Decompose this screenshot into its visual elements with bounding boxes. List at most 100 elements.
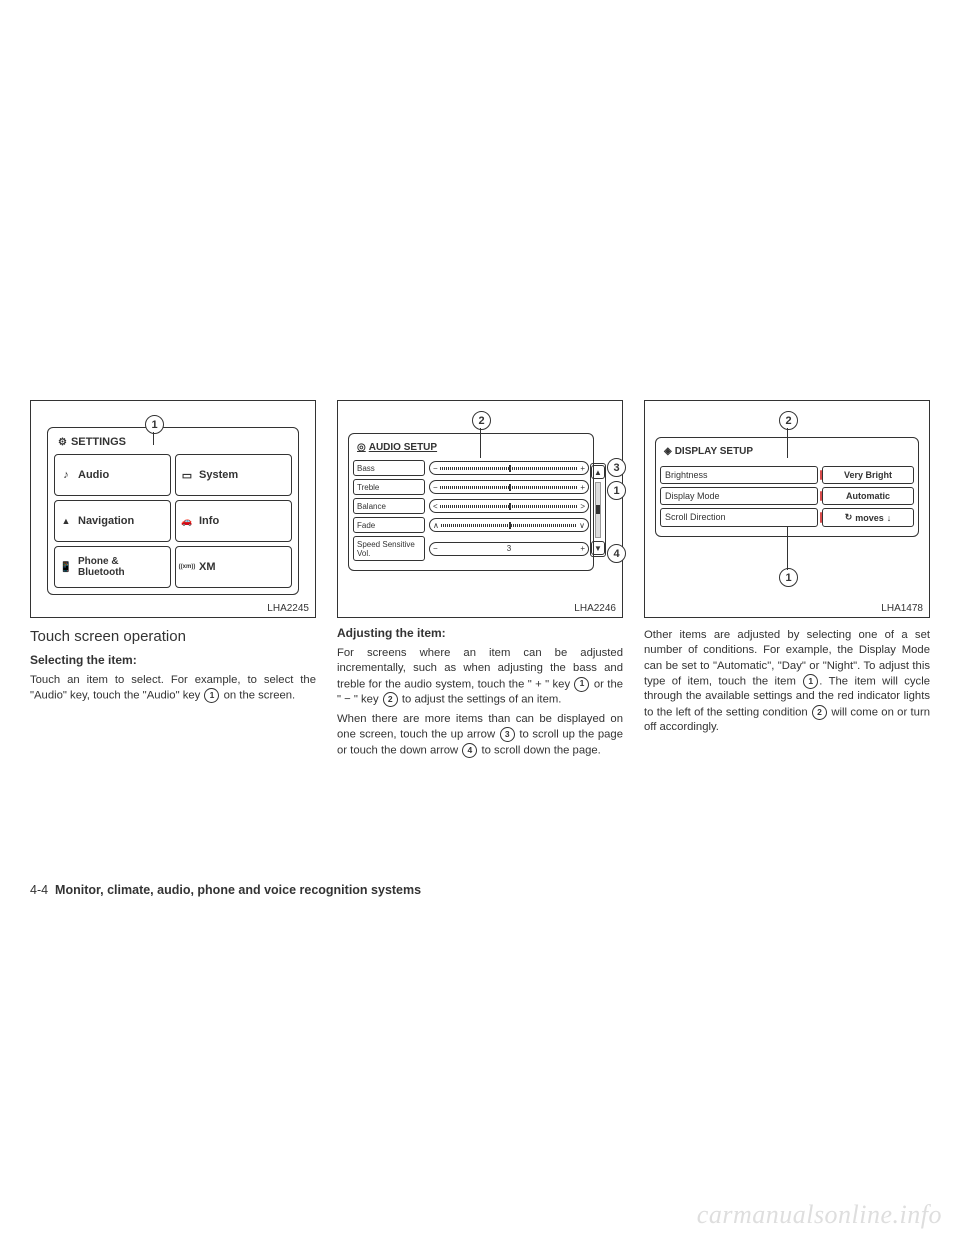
- scroll-track: [595, 482, 601, 538]
- setting-value: Automatic: [822, 487, 914, 505]
- slider-row: Speed Sensitive Vol.−3+: [353, 536, 589, 561]
- settings-button: Phone &Bluetooth: [54, 546, 171, 588]
- button-label: Navigation: [78, 515, 134, 527]
- slider-row: Treble−+: [353, 479, 589, 495]
- button-label: Audio: [78, 469, 109, 481]
- slider-label: Fade: [353, 517, 425, 533]
- inline-callout-4: 4: [462, 743, 477, 758]
- column-3: 2 1 DISPLAY SETUP BrightnessVery BrightD…: [644, 400, 930, 763]
- plus-icon: +: [580, 464, 585, 473]
- minus-icon: <: [433, 502, 438, 511]
- figure-2: 2 3 1 4 AUDIO SETUP Bass−+Treble−+Balanc…: [337, 400, 623, 618]
- scroll-down-icon: ▼: [591, 541, 605, 555]
- slider-bar: 3: [440, 544, 579, 553]
- inline-callout-2: 2: [383, 692, 398, 707]
- callout-1: 1: [607, 481, 626, 500]
- slider-label: Bass: [353, 460, 425, 476]
- inline-callout-3: 3: [500, 727, 515, 742]
- audio-setup-title: AUDIO SETUP: [353, 440, 589, 457]
- button-label: System: [199, 469, 238, 481]
- slider-row: Balance<>: [353, 498, 589, 514]
- settings-panel: SETTINGS AudioSystemNavigationInfoPhone …: [47, 427, 299, 595]
- watermark: carmanualsonline.info: [697, 1200, 942, 1230]
- slider-bar: [441, 524, 577, 527]
- heading-adjusting: Adjusting the item:: [337, 626, 623, 640]
- paragraph: Touch an item to select. For example, to…: [30, 673, 316, 704]
- minus-icon: −: [433, 464, 438, 473]
- callout-2: 2: [472, 411, 491, 430]
- setting-value: Very Bright: [822, 466, 914, 484]
- heading-selecting: Selecting the item:: [30, 653, 316, 667]
- paragraph: When there are more items than can be di…: [337, 712, 623, 759]
- slider-bar: [440, 505, 579, 508]
- slider-bar: [440, 486, 579, 489]
- button-label: XM: [199, 561, 216, 573]
- setting-row: BrightnessVery Bright: [660, 466, 914, 484]
- setting-value: ↻moves↓: [822, 508, 914, 527]
- plus-icon: +: [580, 483, 585, 492]
- settings-button: Navigation: [54, 500, 171, 542]
- figure-3: 2 1 DISPLAY SETUP BrightnessVery BrightD…: [644, 400, 930, 618]
- figure-label: LHA1478: [881, 603, 923, 614]
- plus-icon: ∨: [579, 521, 585, 530]
- slider: <>: [429, 499, 589, 513]
- gear-icon: [58, 436, 67, 448]
- slider-label: Treble: [353, 479, 425, 495]
- setting-label: Display Mode: [660, 487, 818, 505]
- note-icon: [59, 468, 73, 482]
- knob-icon: [357, 442, 366, 453]
- slider-label: Balance: [353, 498, 425, 514]
- column-1: 1 SETTINGS AudioSystemNavigationInfoPhon…: [30, 400, 316, 763]
- suffix-icon: ↓: [887, 513, 892, 523]
- paragraph: For screens where an item can be adjuste…: [337, 646, 623, 708]
- settings-button: XM: [175, 546, 292, 588]
- audio-setup-panel: AUDIO SETUP Bass−+Treble−+Balance<>Fade∧…: [348, 433, 594, 571]
- slider: −+: [429, 480, 589, 494]
- setting-label: Brightness: [660, 466, 818, 484]
- setting-label: Scroll Direction: [660, 508, 818, 527]
- setting-row: Scroll Direction↻moves↓: [660, 508, 914, 527]
- slider: −3+: [429, 542, 589, 556]
- minus-icon: −: [433, 544, 438, 553]
- inline-callout-1: 1: [803, 674, 818, 689]
- minus-icon: ∧: [433, 521, 439, 530]
- button-label: Phone &Bluetooth: [78, 556, 125, 578]
- scroll-up-icon: ▲: [591, 465, 605, 479]
- display-icon: [664, 446, 672, 457]
- slider-bar: [440, 467, 579, 470]
- figure-1: 1 SETTINGS AudioSystemNavigationInfoPhon…: [30, 400, 316, 618]
- setting-row: Display ModeAutomatic: [660, 487, 914, 505]
- callout-3: 3: [607, 458, 626, 477]
- plus-icon: >: [580, 502, 585, 511]
- settings-button: Info: [175, 500, 292, 542]
- prefix-icon: ↻: [845, 512, 853, 523]
- callout-4: 4: [607, 544, 626, 563]
- callout-2: 2: [779, 411, 798, 430]
- plus-icon: +: [580, 544, 585, 553]
- phone-icon: [59, 560, 73, 574]
- screen-icon: [180, 468, 194, 482]
- scrollbar: ▲ ▼: [590, 463, 606, 557]
- column-2: 2 3 1 4 AUDIO SETUP Bass−+Treble−+Balanc…: [337, 400, 623, 763]
- figure-label: LHA2245: [267, 603, 309, 614]
- xm-icon: [180, 560, 194, 574]
- settings-button: Audio: [54, 454, 171, 496]
- callout-1: 1: [779, 568, 798, 587]
- inline-callout-2: 2: [812, 705, 827, 720]
- slider: −+: [429, 461, 589, 475]
- slider-row: Bass−+: [353, 460, 589, 476]
- paragraph: Other items are adjusted by selecting on…: [644, 628, 930, 736]
- car-icon: [180, 514, 194, 528]
- settings-button: System: [175, 454, 292, 496]
- slider-label: Speed Sensitive Vol.: [353, 536, 425, 561]
- slider: ∧∨: [429, 518, 589, 532]
- inline-callout-1: 1: [574, 677, 589, 692]
- page-footer: 4-4 Monitor, climate, audio, phone and v…: [30, 883, 421, 897]
- inline-callout-1: 1: [204, 688, 219, 703]
- callout-1: 1: [145, 415, 164, 434]
- minus-icon: −: [433, 483, 438, 492]
- button-label: Info: [199, 515, 219, 527]
- heading-touch-screen: Touch screen operation: [30, 628, 316, 645]
- nav-icon: [59, 514, 73, 528]
- figure-label: LHA2246: [574, 603, 616, 614]
